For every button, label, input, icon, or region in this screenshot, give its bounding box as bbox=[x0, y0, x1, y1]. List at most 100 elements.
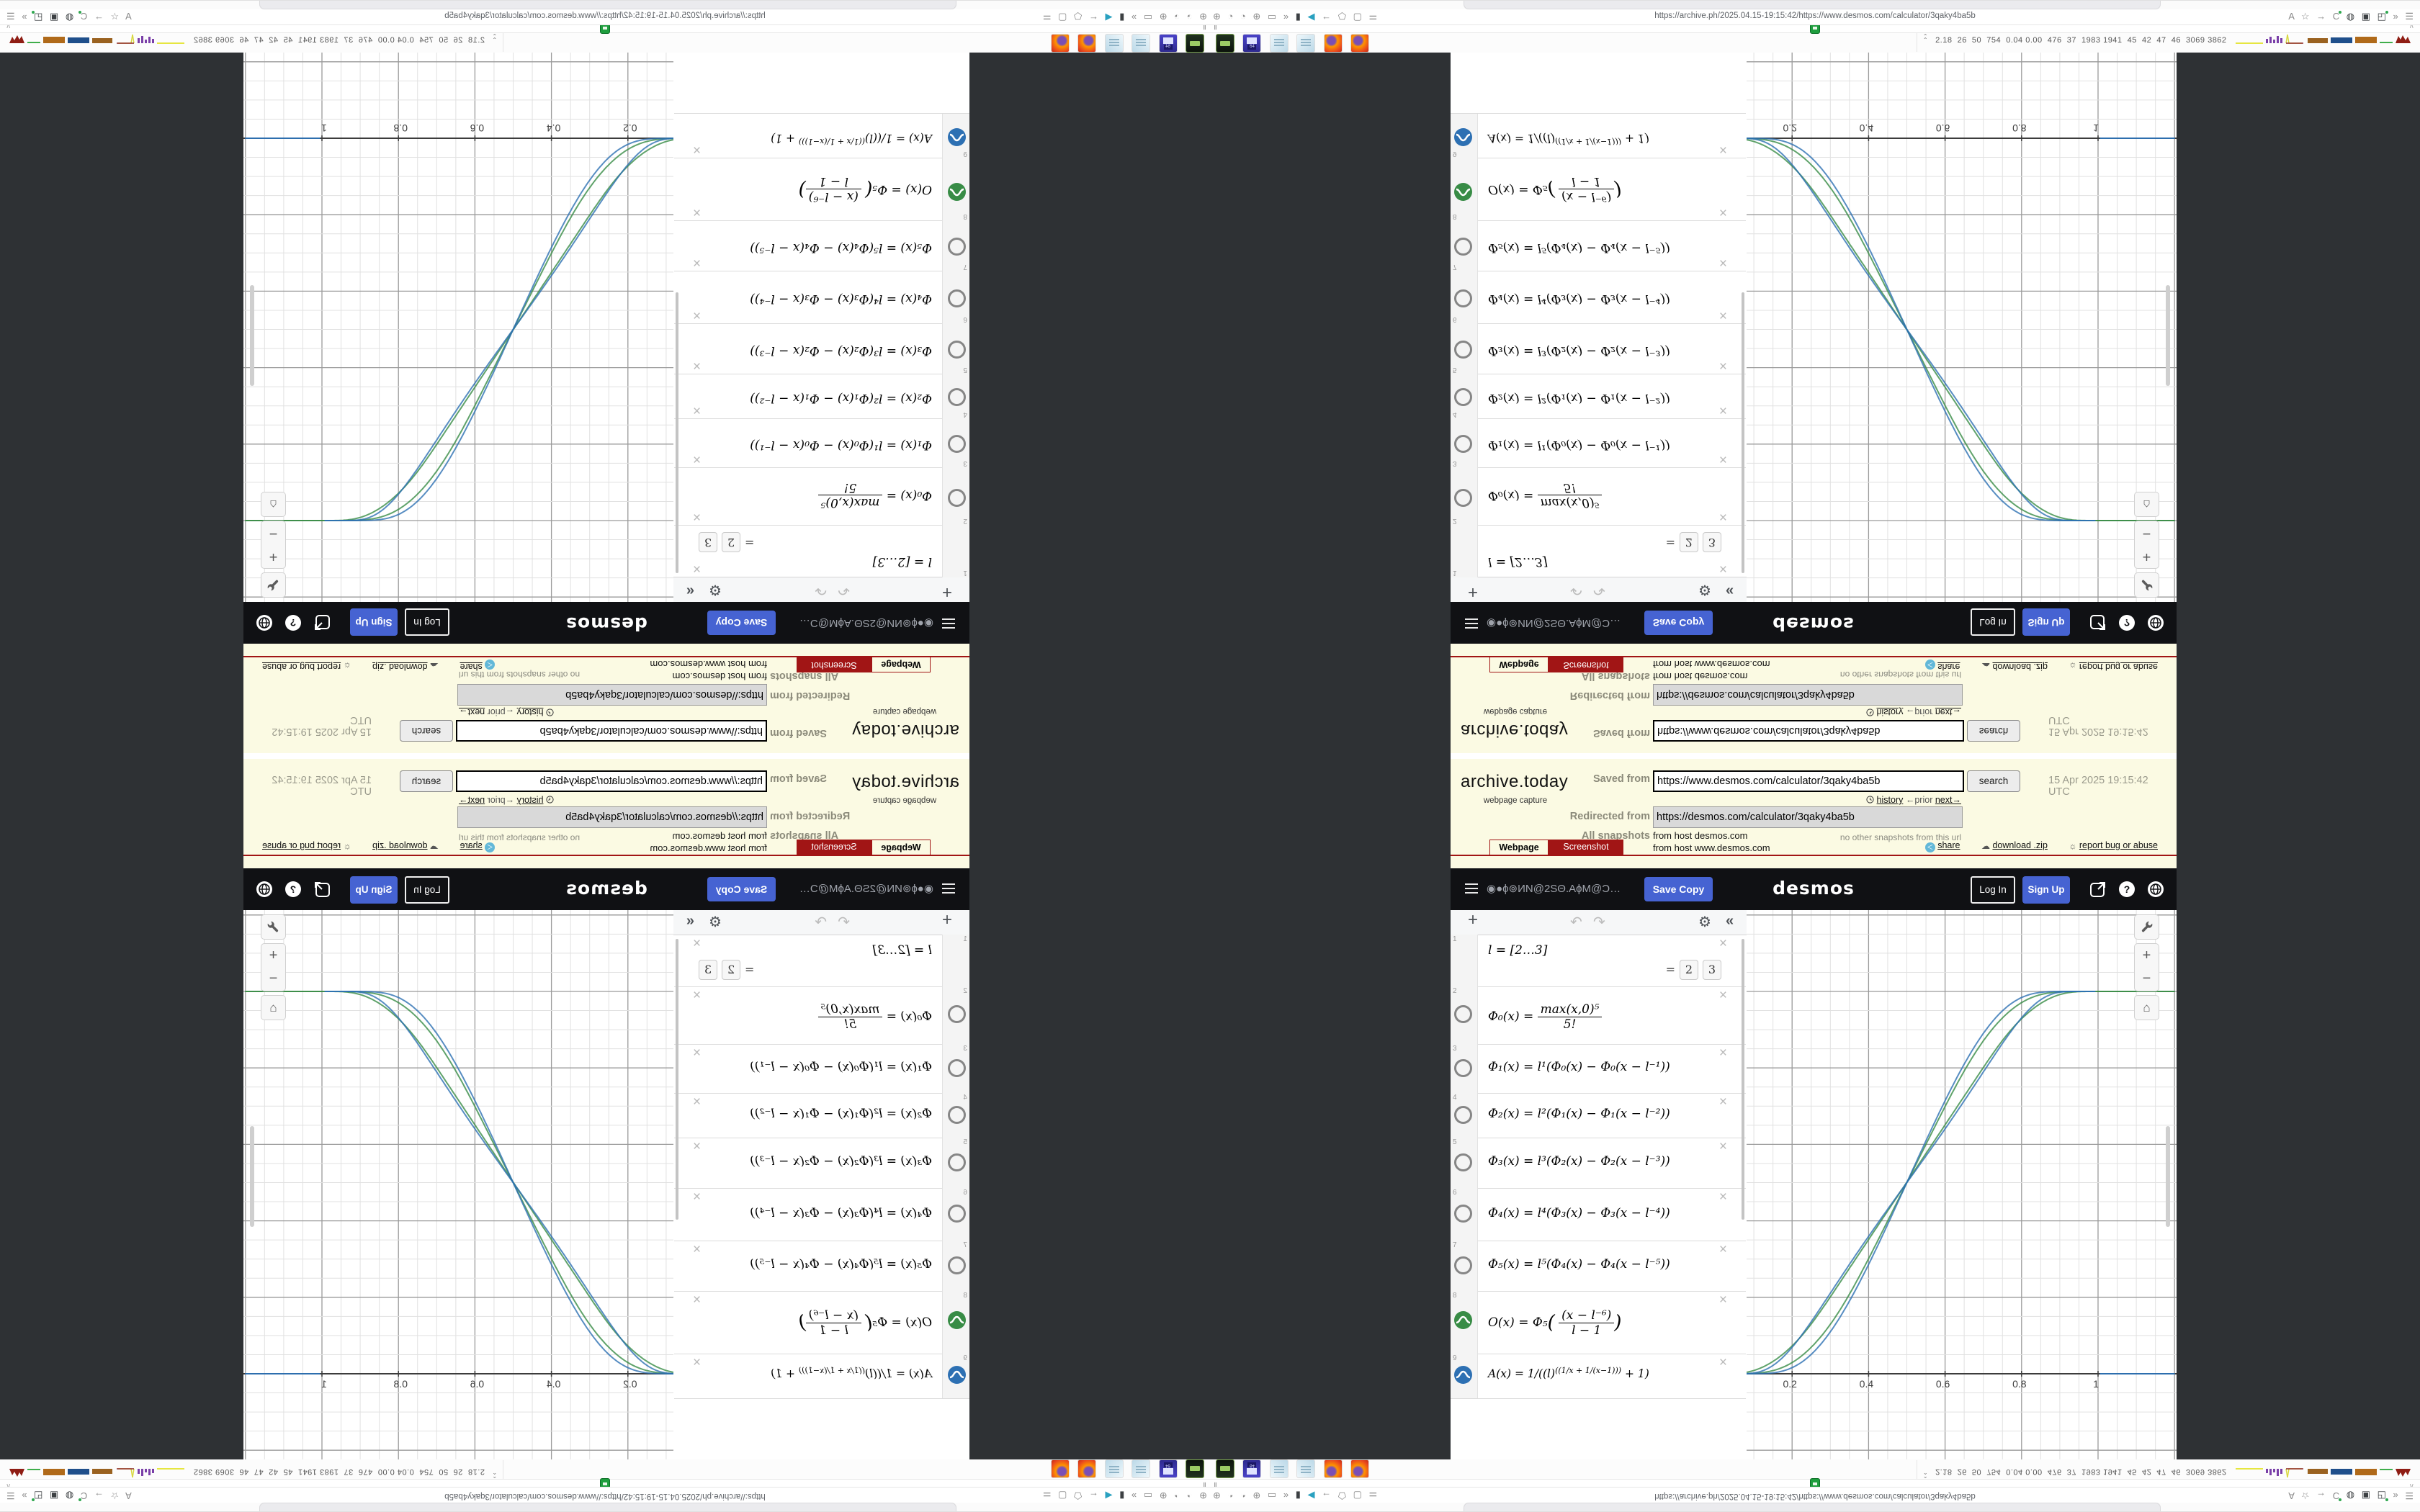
notepad-app-icon[interactable] bbox=[1131, 1459, 1151, 1478]
expression-row[interactable]: 8 O(x) = Φ₅( (x − l⁻⁶) l − 1) × bbox=[1451, 1291, 1746, 1354]
graph-settings-gear-icon[interactable]: ⚙ bbox=[1698, 582, 1711, 598]
redo-icon[interactable]: ↷ bbox=[815, 582, 827, 598]
saved-url-input[interactable] bbox=[1653, 720, 1964, 742]
hidden-plot-circle-icon[interactable] bbox=[948, 289, 966, 307]
redo-icon[interactable]: ↷ bbox=[1593, 914, 1605, 930]
default-zoom-home-button[interactable]: ⌂ bbox=[2134, 492, 2159, 517]
menu-icon[interactable] bbox=[1465, 883, 1478, 894]
expression-row[interactable]: 1 l = [2…3] =23 × bbox=[674, 935, 969, 987]
expression-row[interactable]: 7 Φ₅(x) = l⁵(Φ₄(x) − Φ₄(x − l⁻⁵)) × bbox=[674, 1241, 969, 1292]
delete-expression-icon[interactable]: × bbox=[1718, 358, 1727, 373]
undo-icon[interactable]: ↶ bbox=[838, 914, 850, 930]
undo-icon[interactable]: ↶ bbox=[838, 582, 850, 598]
expression-row[interactable]: 8 O(x) = Φ₅( (x − l⁻⁶) l − 1) × bbox=[674, 1291, 969, 1354]
page-scrollbar-thumb[interactable] bbox=[2166, 1126, 2170, 1227]
graph-paper[interactable]: 0.2 0.4 0.6 0.8 1 + − ⌂ bbox=[243, 52, 673, 602]
delete-expression-icon[interactable]: × bbox=[1718, 255, 1727, 270]
delete-expression-icon[interactable]: × bbox=[693, 255, 702, 270]
host-link-desmos[interactable]: from host desmos.com bbox=[1653, 830, 1748, 841]
expression-row[interactable]: 2 Φ₀(x) = max(x,0)⁵ 5! × bbox=[1451, 467, 1746, 526]
notepad2-app-icon[interactable] bbox=[1104, 34, 1124, 53]
tab-webpage[interactable]: Webpage bbox=[1489, 840, 1549, 855]
expression-row[interactable]: 7 Φ₅(x) = l⁵(Φ₄(x) − Φ₄(x − l⁻⁵)) × bbox=[1451, 1241, 1746, 1292]
page-scrollbar-thumb[interactable] bbox=[2166, 285, 2170, 386]
saved-url-input[interactable] bbox=[456, 720, 767, 742]
hidden-plot-circle-icon[interactable] bbox=[948, 388, 966, 406]
delete-expression-icon[interactable]: × bbox=[693, 936, 702, 951]
expression-row[interactable]: 3 Φ₁(x) = l¹(Φ₀(x) − Φ₀(x − l⁻¹)) × bbox=[1451, 1044, 1746, 1094]
firefox-app-icon[interactable] bbox=[1323, 1459, 1343, 1478]
expression-row[interactable]: 5 Φ₃(x) = l³(Φ₂(x) − Φ₂(x − l⁻³)) × bbox=[1451, 323, 1746, 374]
hidden-plot-circle-icon[interactable] bbox=[948, 489, 966, 507]
tab-screenshot[interactable]: Screenshot bbox=[1549, 657, 1623, 672]
zoom-out-button[interactable]: − bbox=[2134, 521, 2159, 545]
delete-expression-icon[interactable]: × bbox=[1718, 1094, 1727, 1110]
collapse-panel-icon[interactable]: « bbox=[1726, 583, 1734, 599]
delete-expression-icon[interactable]: × bbox=[693, 142, 702, 157]
expression-row[interactable]: 8 O(x) = Φ₅( (x − l⁻⁶) l − 1) × bbox=[674, 158, 969, 221]
delete-expression-icon[interactable]: × bbox=[693, 307, 702, 323]
delete-expression-icon[interactable]: × bbox=[693, 451, 702, 467]
graph-settings-gear-icon[interactable]: ⚙ bbox=[709, 914, 722, 930]
download-zip-link[interactable]: download .zip bbox=[1992, 662, 2048, 672]
tray-expand-icon[interactable]: ⌃ ⌃ bbox=[1922, 33, 1928, 43]
delete-expression-icon[interactable]: × bbox=[693, 402, 702, 418]
url-text[interactable]: https://archive.ph/2025.04.15-19:15:42/h… bbox=[1654, 1492, 1976, 1500]
expression-row[interactable]: 3 Φ₁(x) = l¹(Φ₀(x) − Φ₀(x − l⁻¹)) × bbox=[674, 418, 969, 468]
default-zoom-home-button[interactable]: ⌂ bbox=[261, 492, 286, 517]
delete-expression-icon[interactable]: × bbox=[1718, 936, 1727, 951]
expression-latex[interactable]: l = [2…3] bbox=[872, 943, 932, 958]
tab-screenshot[interactable]: Screenshot bbox=[797, 657, 871, 672]
graph-title[interactable]: ◉●ϕ⊚ИΝ@2SΘ.ΑϕΜ@Ɔ… bbox=[799, 883, 933, 895]
zoom-out-button[interactable]: − bbox=[261, 967, 286, 991]
page-scrollbar-thumb[interactable] bbox=[250, 285, 254, 386]
report-bug-link[interactable]: report bug or abuse bbox=[2079, 662, 2158, 672]
download-zip-link[interactable]: download .zip bbox=[372, 662, 428, 672]
expression-row[interactable]: 5 Φ₃(x) = l³(Φ₂(x) − Φ₂(x − l⁻³)) × bbox=[674, 1138, 969, 1189]
firefox-app-icon[interactable] bbox=[1077, 1459, 1097, 1478]
zoom-in-button[interactable]: + bbox=[261, 943, 286, 968]
share-link[interactable]: share bbox=[460, 840, 483, 850]
browser2-app-icon[interactable] bbox=[1050, 1459, 1070, 1478]
redo-icon[interactable]: ↷ bbox=[815, 914, 827, 930]
delete-expression-icon[interactable]: × bbox=[693, 1094, 702, 1110]
graph-title[interactable]: ◉●ϕ⊚ИΝ@2SΘ.ΑϕΜ@Ɔ… bbox=[1487, 617, 1621, 629]
default-zoom-home-button[interactable]: ⌂ bbox=[261, 995, 286, 1020]
download-group[interactable]: ☁ download .zip bbox=[372, 661, 439, 672]
download-group[interactable]: ☁ download .zip bbox=[1981, 840, 2048, 851]
hidden-plot-circle-icon[interactable] bbox=[948, 341, 966, 359]
share-link[interactable]: share bbox=[460, 662, 483, 672]
next-link[interactable]: next→ bbox=[459, 795, 485, 805]
collapse-panel-icon[interactable]: « bbox=[686, 583, 694, 599]
save-app-icon[interactable]: 64 bbox=[1242, 34, 1262, 53]
delete-expression-icon[interactable]: × bbox=[693, 1242, 702, 1257]
browser-action-icons[interactable]: A ☆ → C ◍ ▣ ◰ » ☰ bbox=[4, 1490, 132, 1501]
notepad2-app-icon[interactable] bbox=[1296, 1459, 1316, 1478]
add-expression-button[interactable]: + bbox=[941, 582, 952, 602]
expression-row[interactable]: 2 Φ₀(x) = max(x,0)⁵ 5! × bbox=[674, 986, 969, 1045]
graph-canvas[interactable]: 0.2 0.4 0.6 0.8 1 bbox=[243, 52, 673, 602]
notepad-app-icon[interactable] bbox=[1269, 34, 1289, 53]
report-group[interactable]: ☼ report bug or abuse bbox=[262, 840, 351, 851]
hidden-plot-circle-icon[interactable] bbox=[1454, 489, 1472, 507]
expression-scrollbar[interactable] bbox=[1742, 292, 1744, 573]
delete-expression-icon[interactable]: × bbox=[1718, 307, 1727, 323]
blue-curve-icon[interactable] bbox=[948, 1366, 966, 1384]
host-link-www-desmos[interactable]: from host www.desmos.com bbox=[1653, 842, 1770, 853]
share-group[interactable]: ＜ share bbox=[1924, 840, 1960, 852]
expression-row[interactable]: 1 l = [2…3] =23 × bbox=[674, 525, 969, 577]
log-in-button[interactable]: Log In bbox=[405, 876, 449, 904]
green-curve-icon[interactable] bbox=[948, 183, 966, 201]
add-expression-button[interactable]: + bbox=[1468, 910, 1479, 930]
save-copy-button[interactable]: Save Copy bbox=[1644, 877, 1713, 901]
delete-expression-icon[interactable]: × bbox=[693, 988, 702, 1003]
delete-expression-icon[interactable]: × bbox=[1718, 509, 1727, 524]
graph-title[interactable]: ◉●ϕ⊚ИΝ@2SΘ.ΑϕΜ@Ɔ… bbox=[799, 617, 933, 629]
hidden-plot-circle-icon[interactable] bbox=[1454, 1153, 1472, 1171]
delete-expression-icon[interactable]: × bbox=[1718, 451, 1727, 467]
green-curve-icon[interactable] bbox=[948, 1311, 966, 1329]
report-bug-link[interactable]: report bug or abuse bbox=[262, 662, 341, 672]
next-link[interactable]: next→ bbox=[1935, 707, 1961, 717]
browser2-app-icon[interactable] bbox=[1350, 1459, 1370, 1478]
share-link[interactable]: share bbox=[1937, 662, 1960, 672]
